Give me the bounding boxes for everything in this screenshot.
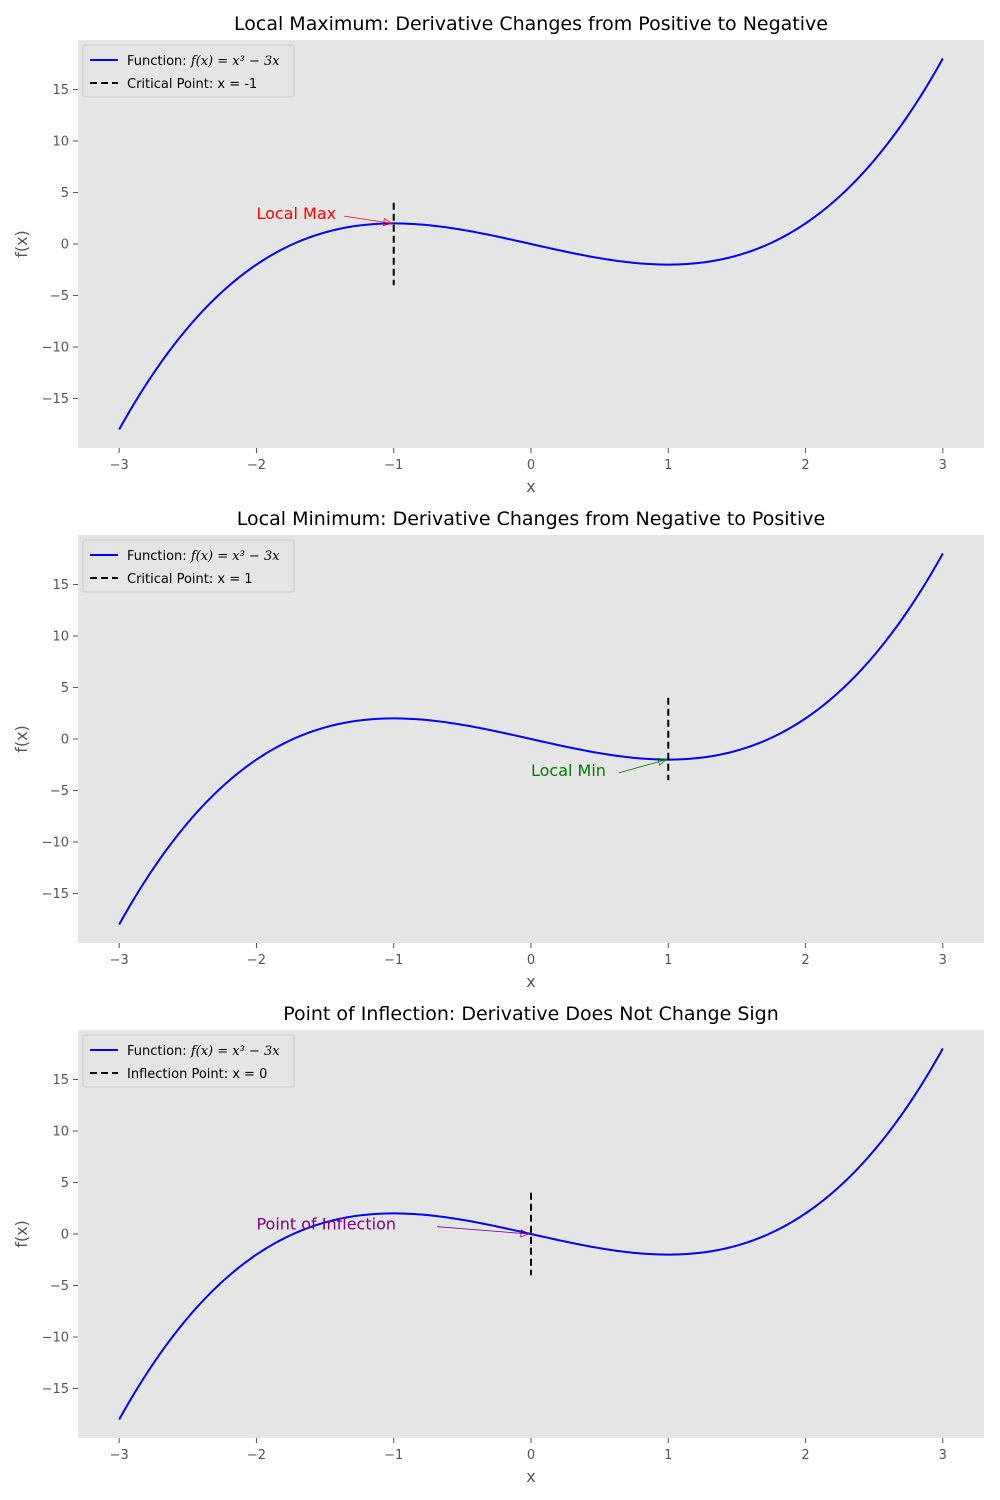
x-tick-label: −1 — [384, 953, 403, 968]
x-tick-label: 0 — [527, 1448, 535, 1463]
legend-box — [82, 44, 295, 98]
y-tick-label: 10 — [52, 134, 69, 149]
x-tick-label: 0 — [527, 953, 535, 968]
y-tick-label: −5 — [50, 289, 69, 304]
legend-label-vline: Inflection Point: x = 0 — [127, 1067, 267, 1082]
x-tick-label: −3 — [110, 953, 129, 968]
annotation-arrowhead — [382, 218, 393, 227]
x-axis-label: x — [526, 477, 535, 496]
x-tick-label: 1 — [664, 953, 672, 968]
x-tick-label: −2 — [247, 1448, 266, 1463]
x-tick-label: 0 — [527, 458, 535, 473]
y-tick-label: −15 — [42, 392, 69, 407]
y-axis-label: f(x) — [12, 1220, 31, 1248]
y-tick-label: 5 — [61, 1176, 69, 1191]
annotation-arrowhead — [657, 757, 668, 766]
annotation-text: Point of Inflection — [256, 1215, 396, 1234]
y-tick-label: 15 — [52, 1073, 69, 1088]
x-tick-label: −3 — [110, 1448, 129, 1463]
function-curve — [118, 58, 944, 430]
legend-label-function: Function: f(x) = x³ − 3x — [127, 549, 280, 564]
x-tick-label: 1 — [664, 1448, 672, 1463]
y-tick-label: 10 — [52, 1124, 69, 1139]
x-tick-label: 2 — [801, 458, 809, 473]
chart-title: Local Maximum: Derivative Changes from P… — [234, 13, 828, 35]
y-tick-label: −15 — [42, 1382, 69, 1397]
y-tick-label: 0 — [61, 1228, 69, 1243]
chart-panel-1: Local Maximum: Derivative Changes from P… — [12, 13, 984, 496]
chart-title: Local Minimum: Derivative Changes from N… — [237, 508, 825, 530]
y-axis-label: f(x) — [12, 725, 31, 753]
x-tick-label: 2 — [801, 1448, 809, 1463]
x-tick-label: −2 — [247, 458, 266, 473]
y-axis-label: f(x) — [12, 230, 31, 258]
chart-panel-2: Local Minimum: Derivative Changes from N… — [12, 508, 984, 991]
annotation-arrow — [437, 1226, 530, 1235]
x-axis-label: x — [526, 972, 535, 991]
y-tick-label: −15 — [42, 887, 69, 902]
y-tick-label: 0 — [61, 238, 69, 253]
legend-label-function: Function: f(x) = x³ − 3x — [127, 54, 280, 69]
legend-label-function: Function: f(x) = x³ − 3x — [127, 1044, 280, 1059]
x-tick-label: 2 — [801, 953, 809, 968]
legend-label-vline: Critical Point: x = 1 — [127, 572, 253, 587]
legend-box — [82, 1034, 295, 1088]
y-tick-label: 15 — [52, 83, 69, 98]
y-tick-label: 10 — [52, 629, 69, 644]
y-tick-label: 5 — [61, 681, 69, 696]
annotation-text: Local Min — [531, 761, 606, 780]
y-tick-label: 0 — [61, 733, 69, 748]
x-tick-label: −1 — [384, 458, 403, 473]
x-tick-label: 1 — [664, 458, 672, 473]
legend-label-vline: Critical Point: x = -1 — [127, 77, 257, 92]
function-curve — [118, 553, 944, 925]
x-tick-label: 3 — [939, 458, 947, 473]
annotation-arrowhead — [520, 1229, 530, 1238]
x-tick-label: 3 — [939, 953, 947, 968]
annotation-text: Local Max — [256, 204, 336, 223]
chart-title: Point of Inflection: Derivative Does Not… — [283, 1003, 779, 1025]
y-tick-label: −5 — [50, 1279, 69, 1294]
x-tick-label: 3 — [939, 1448, 947, 1463]
y-tick-label: −10 — [42, 341, 69, 356]
chart-panel-3: Point of Inflection: Derivative Does Not… — [12, 1003, 984, 1486]
y-tick-label: 5 — [61, 186, 69, 201]
x-tick-label: −3 — [110, 458, 129, 473]
y-tick-label: −10 — [42, 836, 69, 851]
legend-box — [82, 539, 295, 593]
x-tick-label: −2 — [247, 953, 266, 968]
y-tick-label: −5 — [50, 784, 69, 799]
function-curve — [118, 1048, 944, 1420]
y-tick-label: −10 — [42, 1331, 69, 1346]
y-tick-label: 15 — [52, 578, 69, 593]
x-tick-label: −1 — [384, 1448, 403, 1463]
x-axis-label: x — [526, 1467, 535, 1486]
